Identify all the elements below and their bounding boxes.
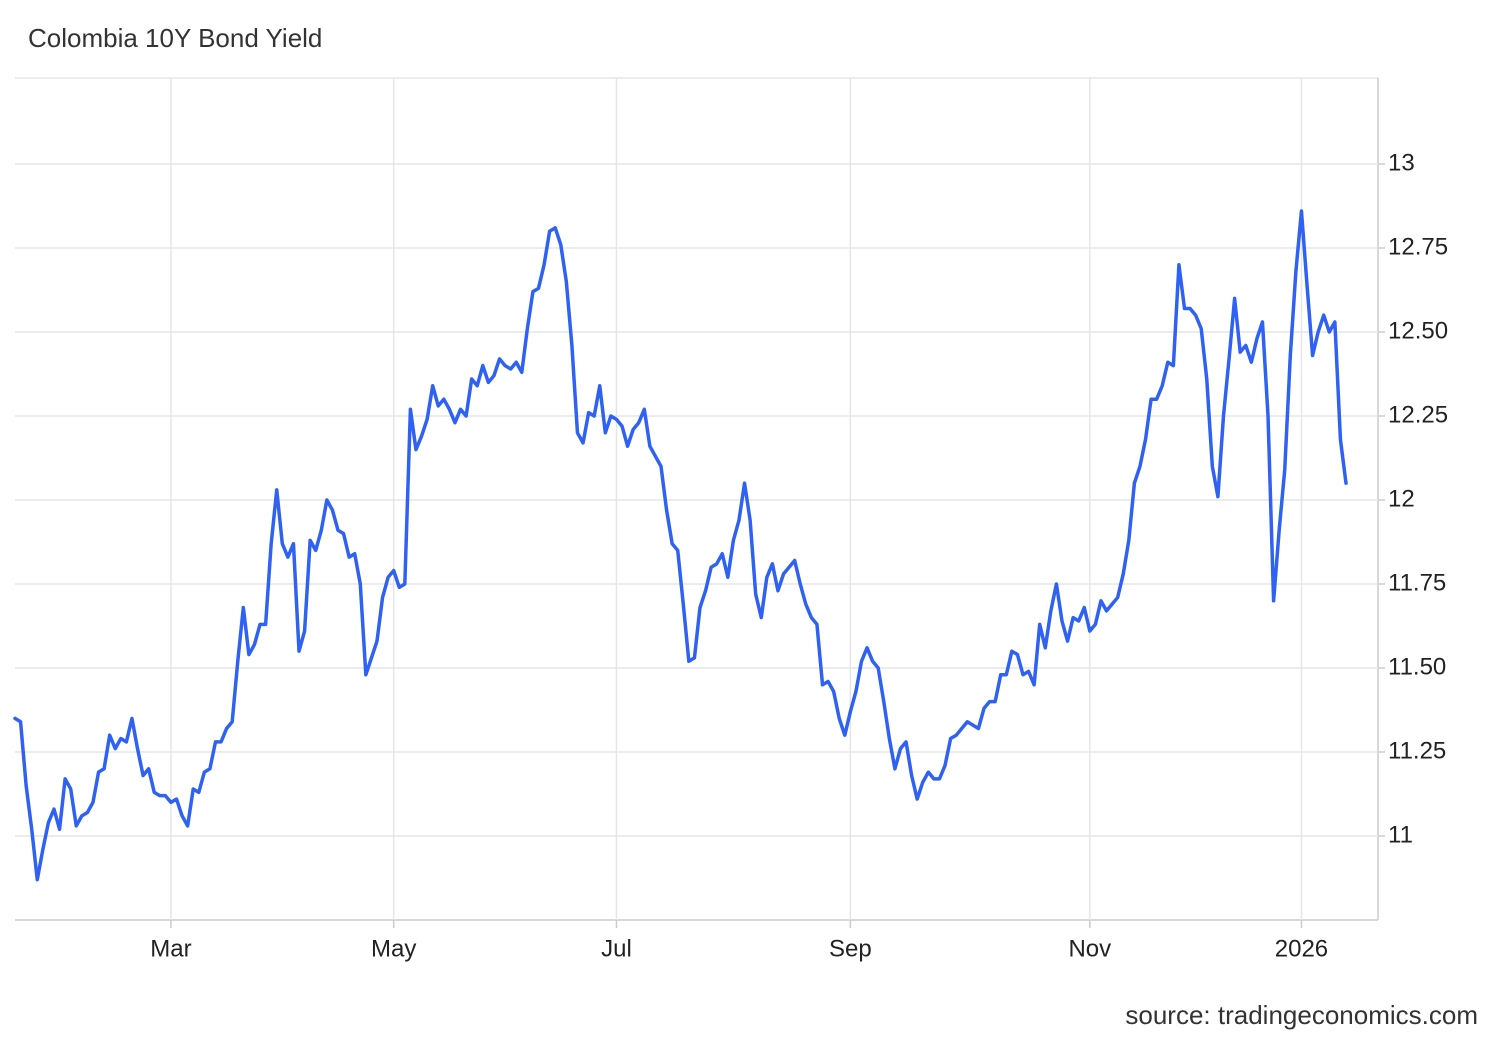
y-tick-label: 12.25 xyxy=(1388,401,1448,428)
x-tick-label: Jul xyxy=(601,935,632,962)
y-tick-label: 12 xyxy=(1388,485,1415,512)
y-tick-label: 11.25 xyxy=(1388,737,1446,764)
x-tick-label: Nov xyxy=(1068,935,1111,962)
source-note: source: tradingeconomics.com xyxy=(1125,1000,1478,1030)
y-tick-label: 11.50 xyxy=(1388,653,1446,680)
y-tick-label: 11 xyxy=(1388,821,1413,848)
y-tick-label: 11.75 xyxy=(1388,569,1446,596)
y-tick-label: 12.75 xyxy=(1388,233,1448,260)
y-tick-label: 13 xyxy=(1388,149,1415,176)
x-tick-label: May xyxy=(371,935,416,962)
y-tick-label: 12.50 xyxy=(1388,317,1448,344)
x-tick-label: Sep xyxy=(829,935,872,962)
data-line xyxy=(13,209,1348,882)
x-tick-label: Mar xyxy=(150,935,191,962)
chart-title: Colombia 10Y Bond Yield xyxy=(28,23,322,53)
x-tick-label: 2026 xyxy=(1275,935,1328,962)
